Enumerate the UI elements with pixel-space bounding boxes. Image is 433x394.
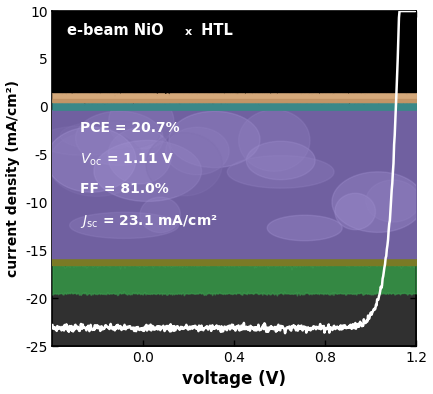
Polygon shape xyxy=(108,128,171,184)
Polygon shape xyxy=(267,215,342,241)
Polygon shape xyxy=(60,121,160,150)
Polygon shape xyxy=(332,172,424,232)
Polygon shape xyxy=(239,110,310,171)
Text: HTL: HTL xyxy=(196,23,233,38)
Polygon shape xyxy=(75,111,163,165)
Polygon shape xyxy=(335,193,375,230)
Text: x: x xyxy=(185,27,192,37)
Text: $J_{\mathrm{sc}}$ = 23.1 mA/cm²: $J_{\mathrm{sc}}$ = 23.1 mA/cm² xyxy=(80,213,217,230)
Polygon shape xyxy=(366,180,420,222)
X-axis label: voltage (V): voltage (V) xyxy=(182,370,287,388)
Polygon shape xyxy=(46,127,136,192)
Polygon shape xyxy=(109,93,174,149)
Polygon shape xyxy=(48,131,145,196)
Polygon shape xyxy=(169,112,260,167)
Text: PCE = 20.7%: PCE = 20.7% xyxy=(80,121,179,135)
Y-axis label: current density (mA/cm²): current density (mA/cm²) xyxy=(6,80,19,277)
Polygon shape xyxy=(227,156,334,188)
Polygon shape xyxy=(70,212,179,238)
Polygon shape xyxy=(94,140,201,201)
Text: e-beam NiO: e-beam NiO xyxy=(67,23,164,38)
Polygon shape xyxy=(38,126,129,155)
Text: FF = 81.0%: FF = 81.0% xyxy=(80,182,168,196)
Polygon shape xyxy=(140,197,181,232)
Polygon shape xyxy=(146,133,222,196)
Polygon shape xyxy=(246,141,315,180)
Polygon shape xyxy=(166,127,229,175)
Text: $V_{\mathrm{oc}}$ = 1.11 V: $V_{\mathrm{oc}}$ = 1.11 V xyxy=(80,152,174,168)
